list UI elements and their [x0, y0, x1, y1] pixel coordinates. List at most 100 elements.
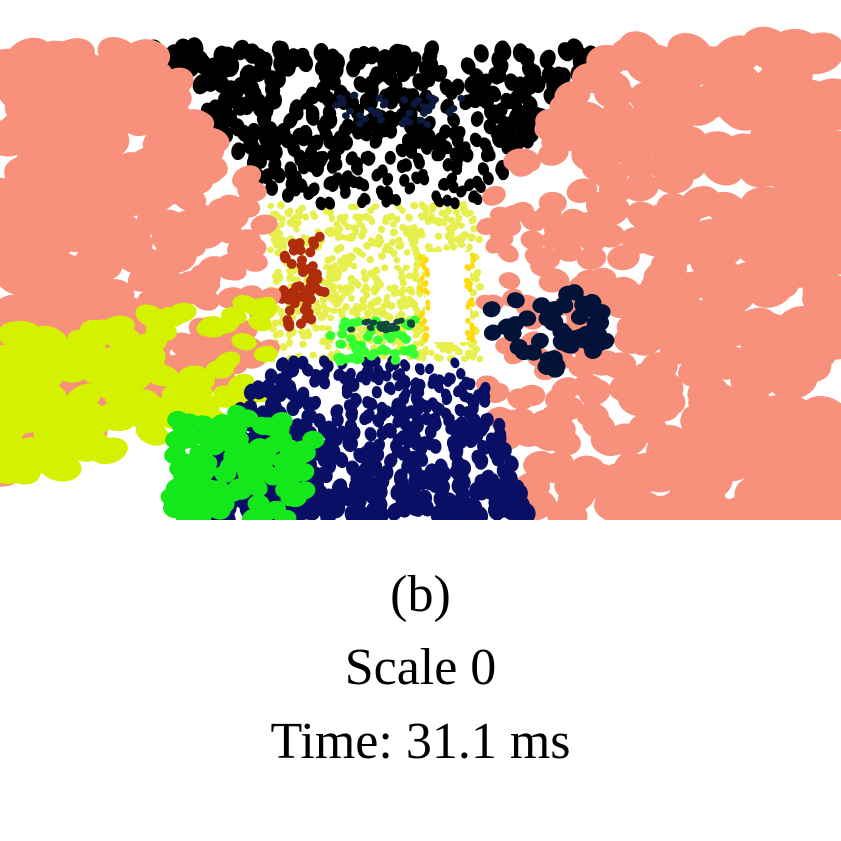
left-lower-splat — [146, 364, 179, 387]
floor-splat — [440, 407, 452, 421]
right-wall-splat — [656, 143, 697, 175]
back-wall-splat — [424, 218, 432, 225]
door-frame-splat — [469, 262, 475, 269]
ceiling-splat — [300, 92, 315, 110]
back-wall-splat — [360, 268, 367, 276]
ceiling-splat — [364, 94, 378, 111]
back-wall-splat — [349, 308, 357, 316]
back-wall-splat — [436, 342, 443, 350]
far-table-top-splat — [347, 326, 356, 333]
left-wall-splat — [177, 346, 210, 372]
back-wall-splat — [337, 243, 345, 252]
back-wall-splat — [366, 256, 375, 264]
floor-splat — [384, 453, 398, 469]
right-wall-splat — [534, 455, 568, 484]
back-wall-splat — [353, 303, 362, 312]
back-wall-splat — [271, 319, 280, 327]
ceiling-splat — [294, 151, 307, 167]
floor-splat — [264, 368, 278, 384]
right-wall-splat — [628, 285, 662, 314]
floor-splat — [373, 373, 384, 386]
back-wall-splat — [476, 355, 484, 363]
right-wall-splat — [713, 139, 757, 177]
back-wall-splat — [371, 203, 380, 210]
back-wall-splat — [302, 213, 310, 221]
left-wall-splat — [32, 95, 80, 130]
floor-splat — [390, 483, 405, 501]
back-wall-splat — [311, 213, 319, 220]
left-lower-splat — [232, 295, 258, 313]
back-wall-splat — [444, 346, 454, 355]
back-wall-splat — [388, 238, 397, 247]
back-wall-splat — [275, 329, 284, 338]
ceiling-splat — [267, 91, 283, 110]
back-wall-splat — [373, 285, 381, 293]
left-wall-splat — [237, 180, 267, 202]
brown-object-splat — [305, 247, 316, 258]
ceiling-splat — [396, 159, 408, 174]
ceiling-far-splat — [356, 112, 364, 120]
right-wall-splat — [585, 190, 618, 217]
back-wall-splat — [393, 215, 401, 223]
door-frame-splat — [419, 275, 425, 282]
ceiling-splat — [385, 192, 396, 205]
back-wall-splat — [397, 302, 405, 311]
floor-splat — [338, 371, 350, 385]
right-wall-splat — [607, 244, 640, 271]
floor-splat — [397, 446, 411, 461]
left-lower-splat — [253, 345, 279, 363]
chair-splat — [176, 508, 198, 520]
back-wall-splat — [412, 305, 420, 314]
ceiling-splat — [442, 194, 453, 207]
door-frame-splat — [470, 301, 476, 308]
far-table-top-splat — [376, 323, 385, 330]
far-table-splat — [346, 334, 356, 344]
ceiling-splat — [422, 48, 438, 66]
floor-splat — [283, 379, 297, 396]
floor-splat — [322, 425, 336, 441]
ceiling-splat — [316, 80, 331, 98]
ceiling-splat — [375, 185, 387, 198]
back-wall-splat — [342, 303, 350, 311]
ceiling-splat — [271, 40, 289, 60]
right-wall-splat — [575, 402, 609, 429]
ceiling-splat — [369, 134, 383, 149]
ceiling-splat — [473, 44, 489, 63]
right-wall-splat — [652, 77, 695, 114]
ceiling-splat — [447, 112, 461, 128]
back-wall-splat — [398, 269, 405, 276]
ceiling-splat — [346, 59, 361, 78]
right-wall-splat — [654, 113, 696, 148]
back-wall-splat — [459, 201, 468, 209]
ceiling-splat — [281, 187, 295, 203]
back-wall-splat — [433, 353, 440, 361]
back-wall-splat — [383, 312, 391, 320]
door-frame-splat — [471, 256, 477, 263]
back-wall-splat — [434, 246, 442, 254]
ceiling-splat — [395, 59, 410, 78]
back-wall-splat — [296, 211, 304, 220]
back-wall-splat — [403, 249, 411, 256]
back-wall-splat — [328, 255, 336, 262]
back-wall-splat — [348, 294, 355, 302]
dark-object-splat — [514, 344, 533, 361]
ceiling-splat — [566, 38, 584, 58]
back-wall-splat — [271, 272, 280, 280]
back-wall-splat — [408, 225, 416, 232]
left-wall-splat — [5, 37, 53, 75]
chair-splat — [193, 484, 216, 503]
back-wall-splat — [377, 252, 386, 260]
back-wall-splat — [328, 350, 335, 359]
left-lower-splat — [253, 296, 276, 315]
ceiling-splat — [271, 125, 286, 143]
ceiling-splat — [353, 76, 369, 93]
left-wall-splat — [30, 204, 75, 238]
back-wall-splat — [267, 202, 275, 210]
back-wall-splat — [461, 355, 469, 363]
floor-splat — [394, 468, 408, 485]
ceiling-far-splat — [405, 109, 414, 117]
chair-splat — [169, 458, 191, 477]
back-wall-splat — [375, 307, 384, 316]
back-wall-splat — [434, 232, 443, 240]
floor-splat — [437, 465, 452, 482]
